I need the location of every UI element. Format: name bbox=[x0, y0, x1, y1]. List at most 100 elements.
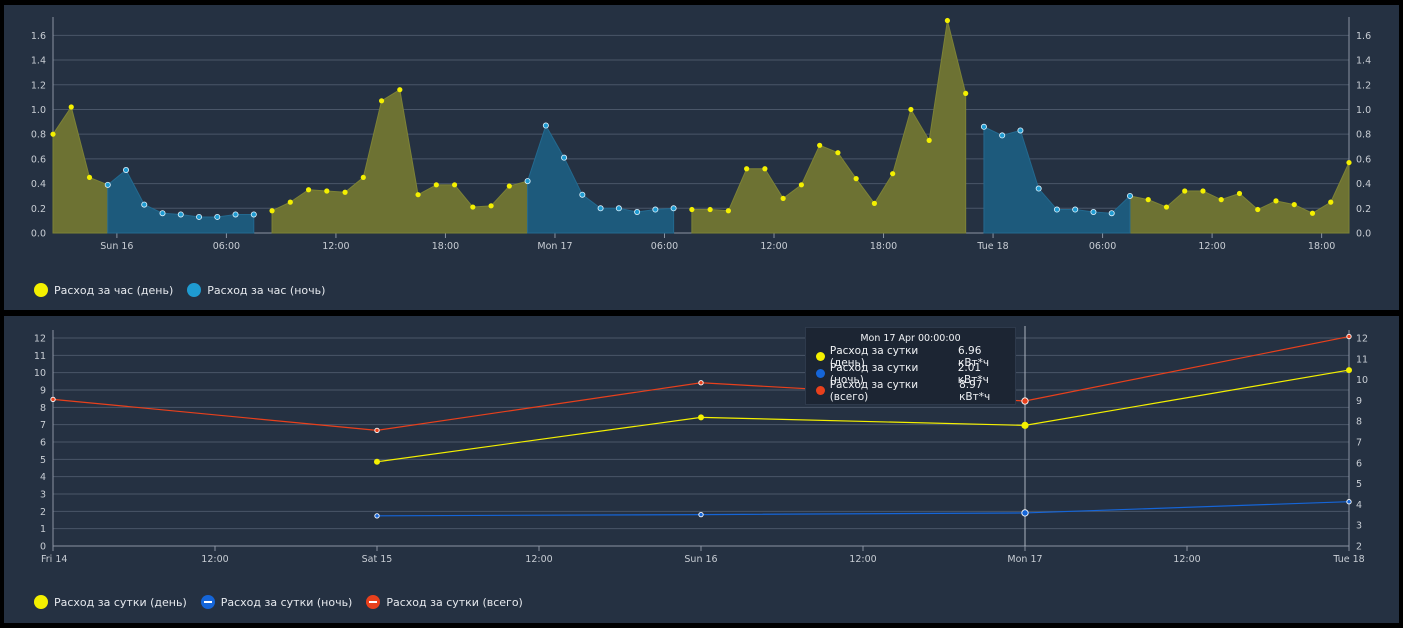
data-point bbox=[634, 208, 641, 215]
legend-item-hour-day[interactable]: Расход за час (день) bbox=[34, 283, 173, 297]
data-point bbox=[853, 176, 859, 182]
legend-item-day-total[interactable]: Расход за сутки (всего) bbox=[366, 595, 523, 609]
x-tick-label: 06:00 bbox=[1089, 241, 1116, 252]
y-tick-label-right: 0.8 bbox=[1356, 130, 1371, 141]
series-hour-night bbox=[104, 122, 1133, 234]
tooltip-value: 2.01 кВт*ч bbox=[957, 361, 989, 386]
data-point bbox=[698, 380, 704, 386]
legend-item-day-day[interactable]: Расход за сутки (день) bbox=[34, 595, 187, 609]
series-day-day bbox=[374, 367, 1352, 465]
y-tick-label-right: 2 bbox=[1356, 542, 1362, 553]
data-point bbox=[488, 203, 494, 209]
series-day-night bbox=[374, 499, 1352, 519]
data-point bbox=[287, 199, 293, 205]
data-point bbox=[817, 142, 823, 148]
daily-chart-panel: 0 1 2 3 4 5 6 7 8 9 10 11 12 2 3 4 5 6 7 8 9 10 11 12 Fri 14 12:0… bbox=[4, 316, 1399, 623]
data-point bbox=[250, 211, 257, 218]
data-point bbox=[999, 132, 1006, 139]
data-point bbox=[1017, 127, 1024, 134]
y-tick-label-right: 5 bbox=[1356, 479, 1362, 490]
data-point bbox=[1218, 197, 1224, 203]
data-point bbox=[177, 211, 184, 218]
data-point bbox=[871, 200, 878, 206]
data-point bbox=[506, 183, 512, 189]
y-tick-label-left: 5 bbox=[40, 455, 46, 466]
data-point bbox=[415, 192, 421, 198]
area-segment bbox=[271, 88, 529, 234]
data-point bbox=[214, 213, 221, 220]
data-point bbox=[378, 98, 385, 104]
x-tick-label: 18:00 bbox=[1308, 241, 1335, 252]
data-point bbox=[374, 513, 380, 519]
y-tick-label-right: 1.0 bbox=[1356, 105, 1371, 116]
y-tick-label-right: 7 bbox=[1356, 438, 1362, 449]
legend-item-hour-night[interactable]: Расход за час (ночь) bbox=[187, 283, 325, 297]
legend-label: Расход за час (день) bbox=[54, 283, 174, 297]
legend-item-day-night[interactable]: Расход за сутки (ночь) bbox=[200, 595, 353, 609]
x-tick-label: 06:00 bbox=[651, 241, 678, 252]
legend-day-marker-icon bbox=[34, 283, 48, 297]
data-point bbox=[1145, 197, 1151, 203]
data-point bbox=[324, 188, 330, 194]
tooltip-label: Расход за сутки (день) bbox=[829, 344, 919, 369]
data-point bbox=[1126, 192, 1133, 199]
series-day-total bbox=[50, 333, 1352, 434]
y-tick-label-right: 11 bbox=[1356, 354, 1368, 365]
data-point bbox=[196, 213, 203, 220]
data-point bbox=[980, 123, 987, 130]
data-point bbox=[1346, 499, 1352, 505]
tooltip-label: Расход за сутки (всего) bbox=[829, 378, 919, 403]
data-point bbox=[86, 174, 93, 181]
series-line bbox=[376, 501, 1350, 517]
data-point bbox=[725, 208, 731, 214]
legend-label: Расход за сутки (ночь) bbox=[220, 595, 353, 609]
y-tick-label-left: 10 bbox=[34, 368, 46, 379]
legend-night-marker-icon bbox=[187, 283, 202, 297]
y-tick-label-left: 1.0 bbox=[31, 105, 46, 116]
data-point bbox=[1053, 206, 1060, 213]
legend-night-line-icon bbox=[200, 595, 215, 609]
y-tick-label-left: 2 bbox=[40, 507, 46, 518]
data-point bbox=[670, 205, 677, 212]
data-point bbox=[1328, 199, 1334, 205]
y-tick-label-left: 0.8 bbox=[31, 130, 46, 141]
data-point bbox=[542, 122, 549, 129]
series-hour-day bbox=[50, 17, 1352, 234]
y-tick-label-left: 1.6 bbox=[31, 31, 46, 42]
y-tick-label-right: 8 bbox=[1356, 417, 1362, 428]
x-tick-label: Mon 17 bbox=[537, 241, 572, 252]
legend-total-line-icon bbox=[366, 595, 381, 609]
data-point bbox=[597, 205, 604, 212]
data-point bbox=[944, 17, 951, 24]
y-tick-label-right: 0.0 bbox=[1356, 229, 1371, 240]
legend-day-marker-icon bbox=[34, 595, 48, 609]
data-point bbox=[1108, 210, 1115, 217]
data-point bbox=[1346, 159, 1352, 166]
data-point bbox=[123, 166, 130, 173]
x-tick-label: Fri 14 bbox=[41, 554, 67, 565]
tooltip-row-night: Расход за сутки (ночь) 2.01 кВт*ч bbox=[816, 362, 1015, 386]
data-point bbox=[524, 178, 531, 185]
tooltip-title: Mon 17 Apr 00:00:00 bbox=[860, 333, 961, 344]
data-point bbox=[451, 182, 458, 188]
data-point bbox=[1291, 201, 1297, 208]
y-tick-label-right: 10 bbox=[1356, 375, 1368, 386]
area-segment bbox=[691, 20, 967, 234]
data-point bbox=[50, 396, 56, 403]
data-point bbox=[689, 206, 695, 213]
y-tick-label-left: 6 bbox=[40, 438, 46, 449]
x-tick-label: Sat 15 bbox=[362, 554, 393, 565]
data-point bbox=[269, 208, 275, 214]
legend-label: Расход за сутки (всего) bbox=[386, 595, 523, 609]
x-tick-label: Sun 16 bbox=[100, 241, 133, 252]
x-tick-label: Mon 17 bbox=[1007, 554, 1042, 565]
hourly-legend: Расход за час (день) Расход за час (ночь… bbox=[34, 283, 339, 297]
data-point bbox=[1035, 185, 1042, 192]
y-tick-label-right: 3 bbox=[1356, 521, 1362, 532]
y-tick-label-left: 0.2 bbox=[31, 204, 46, 215]
y-tick-label-left: 0.4 bbox=[31, 179, 46, 190]
x-tick-label: 12:00 bbox=[849, 554, 876, 565]
x-tick-label: 12:00 bbox=[1173, 554, 1200, 565]
x-tick-label: 12:00 bbox=[760, 241, 787, 252]
